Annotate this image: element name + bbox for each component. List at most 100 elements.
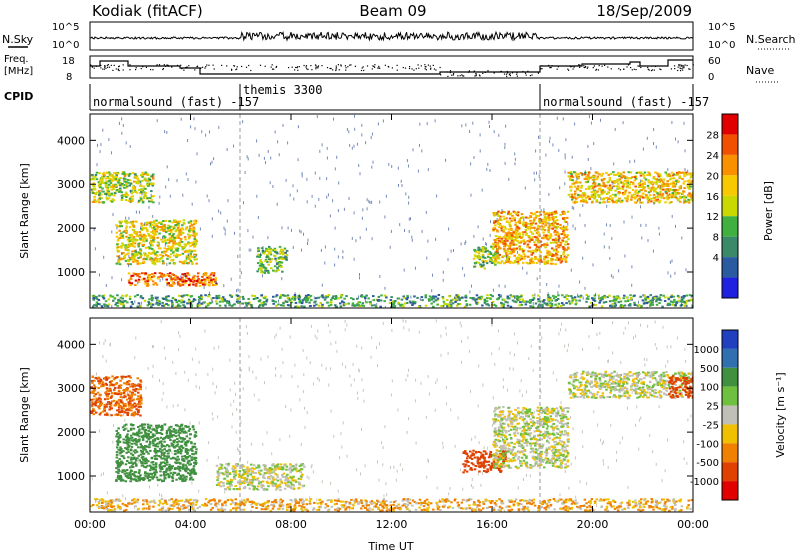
power-scatter-point [120,232,123,235]
power-scatter-point [184,259,187,262]
power-noise-point [372,160,374,164]
power-scatter-point [156,251,159,253]
power-noise-point [398,183,399,187]
power-scatter-point [528,240,531,243]
y-tick-label: 3000 [57,178,85,191]
power-noise-point [121,117,123,121]
power-scatter-point [267,271,270,274]
power-scatter-point [154,253,157,256]
power-scatter-point [482,256,485,259]
power-noise-point [187,253,189,257]
power-noise-point [470,193,472,197]
power-scatter-point [531,298,535,301]
power-scatter-point [182,301,186,304]
power-noise-point [685,268,687,272]
velocity-scatter-point [537,509,540,512]
power-scatter-point [560,233,564,236]
velocity-scatter-point [680,509,683,512]
power-scatter-point [105,192,108,195]
power-noise-point [103,255,105,259]
power-scatter-point [509,234,512,237]
power-scatter-point [340,294,343,297]
nave-point [507,72,509,74]
nave-point [296,66,299,68]
nave-point [659,68,661,70]
power-scatter-point [184,238,187,241]
power-noise-point [445,158,447,162]
power-scatter-point [613,181,616,184]
power-scatter-point [524,229,528,231]
power-scatter-point [674,189,677,192]
power-scatter-point [641,184,644,187]
velocity-scatter-point [385,504,389,507]
power-scatter-point [543,261,546,264]
power-scatter-point [164,242,168,245]
power-scatter-point [533,241,536,244]
velocity-scatter-point [191,501,194,504]
power-scatter-point [150,244,153,247]
power-scatter-point [588,196,592,199]
power-scatter-point [134,232,137,235]
power-noise-point [364,298,366,302]
velocity-scatter-point [134,505,137,508]
power-noise-point [646,306,648,308]
power-scatter-point [609,172,613,175]
power-scatter-point [621,185,624,188]
power-noise-point [180,275,182,279]
power-scatter-point [167,304,170,307]
power-scatter-point [260,266,263,269]
power-scatter-point [207,294,211,296]
power-scatter-point [151,184,154,187]
velocity-scatter-point [164,509,167,512]
power-scatter-point [601,298,604,301]
power-scatter-point [639,195,642,198]
power-scatter-point [442,297,445,300]
power-scatter-point [671,303,675,306]
power-scatter-point [544,261,548,263]
nave-point [183,69,185,71]
power-scatter-point [520,213,524,216]
velocity-scatter-point [171,507,174,510]
power-noise-point [652,249,654,253]
power-scatter-point [345,295,348,298]
power-scatter-point [442,300,446,303]
power-scatter-point [524,226,528,228]
power-scatter-point [505,253,508,256]
power-scatter-point [475,301,478,304]
power-scatter-point [203,283,206,286]
power-scatter-point [189,220,193,223]
velocity-scatter-point [640,498,643,501]
nave-point [506,70,508,73]
power-scatter-point [564,243,567,246]
power-scatter-point [689,195,693,198]
power-scatter-point [489,297,492,300]
power-scatter-point [143,193,146,196]
power-noise-point [489,169,491,172]
power-scatter-point [128,242,132,245]
nave-point [332,69,334,71]
nave-point [524,72,527,74]
power-scatter-point [563,255,567,258]
power-scatter-point [548,218,551,221]
power-scatter-point [500,260,504,263]
power-scatter-point [690,181,693,183]
power-noise-point [674,271,676,275]
power-noise-point [624,254,626,258]
power-noise-point [548,221,550,225]
power-scatter-point [676,294,680,297]
nave-point [505,73,508,75]
velocity-scatter-point [255,502,259,505]
power-scatter-point [536,237,539,240]
nave-point [420,65,422,67]
velocity-scatter-point [337,498,340,501]
velocity-scatter-point [642,503,645,506]
power-noise-point [224,232,226,236]
power-scatter-point [677,192,680,195]
velocity-scatter-point [160,498,164,501]
power-scatter-point [507,212,510,215]
power-scatter-point [127,279,131,282]
power-noise-point [289,193,291,197]
power-scatter-point [187,242,190,245]
power-scatter-point [150,231,153,234]
power-scatter-point [598,301,601,304]
